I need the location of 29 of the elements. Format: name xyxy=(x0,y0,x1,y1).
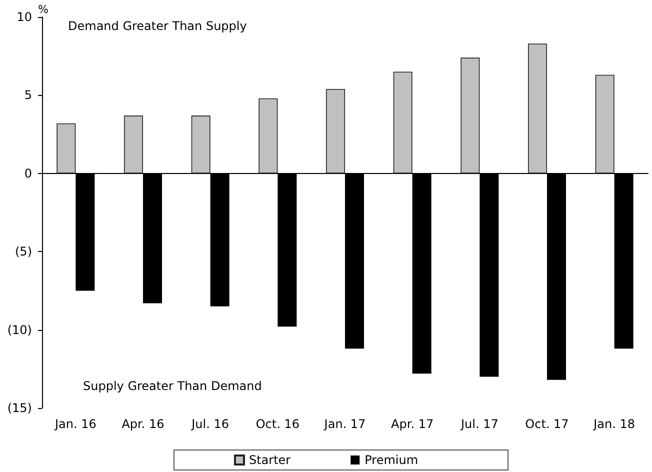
y-tick-label: 0 xyxy=(24,166,32,180)
bar xyxy=(326,88,345,174)
x-tick-label: Jul. 16 xyxy=(190,417,230,431)
bar xyxy=(460,58,480,174)
bar xyxy=(191,116,210,174)
bar xyxy=(258,98,278,174)
x-tick-label: Oct. 16 xyxy=(256,417,300,431)
annotation: Supply Greater Than Demand xyxy=(83,379,262,393)
y-tick-label: (10) xyxy=(7,322,32,337)
x-tick-label: Apr. 17 xyxy=(391,417,434,431)
y-tick-label: 5 xyxy=(24,88,32,102)
bar xyxy=(56,123,76,174)
x-tick-label: Jan. 17 xyxy=(323,417,366,431)
y-tick-label: (15) xyxy=(7,401,32,415)
y-tick-label: (5) xyxy=(15,244,32,259)
x-tick-label: Jan. 18 xyxy=(592,417,636,431)
x-tick-label: Apr. 16 xyxy=(122,417,164,431)
x-tick-label: Jul. 17 xyxy=(460,417,498,431)
bar xyxy=(393,72,412,174)
annotation: Demand Greater Than Supply xyxy=(68,19,247,33)
bar xyxy=(124,116,143,174)
y-tick-label: 10 xyxy=(16,10,32,24)
y-axis-title: % xyxy=(38,3,48,16)
x-tick-label: Oct. 17 xyxy=(525,417,569,431)
bar xyxy=(528,44,547,174)
legend-label: Premium xyxy=(364,453,418,467)
x-tick-label: Jan. 16 xyxy=(54,417,96,431)
legend-label: Starter xyxy=(248,453,291,467)
bar xyxy=(595,74,614,174)
